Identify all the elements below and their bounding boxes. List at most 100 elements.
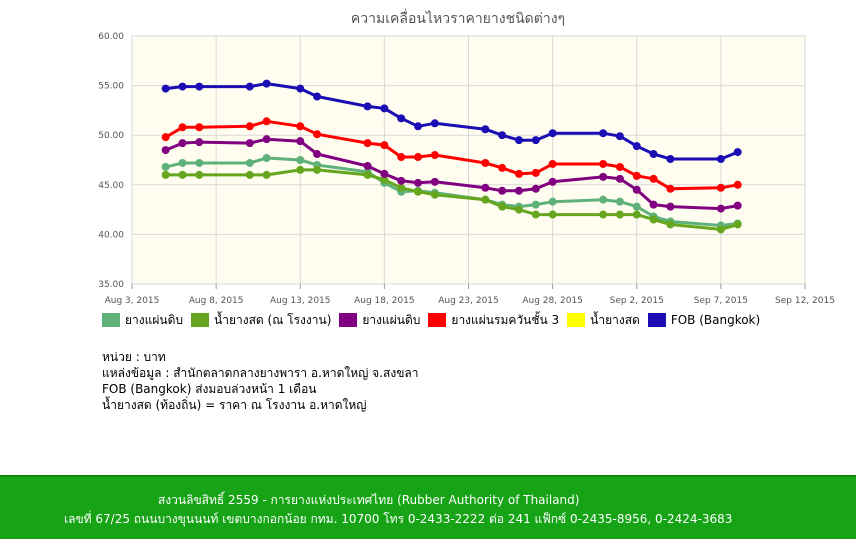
price-chart: ความเคลื่อนไหวราคายางชนิดต่างๆ 35.00 40.0… <box>98 9 835 306</box>
data-point <box>733 148 742 157</box>
data-point <box>161 84 170 93</box>
data-point <box>195 82 204 91</box>
data-point <box>599 210 608 219</box>
legend-swatch <box>102 313 120 327</box>
legend-item-latex[interactable]: น้ำยางสด <box>567 311 640 330</box>
data-point <box>514 205 523 214</box>
data-point <box>632 210 641 219</box>
data-point <box>531 168 540 177</box>
data-point <box>548 129 557 138</box>
data-point <box>296 137 305 146</box>
data-point <box>161 133 170 142</box>
data-point <box>514 136 523 145</box>
legend-label: น้ำยางสด (ณ โรงงาน) <box>214 312 332 327</box>
legend-item-rss3[interactable]: ยางแผ่นรมควันชั้น 3 <box>428 311 559 330</box>
data-point <box>531 184 540 193</box>
data-point <box>531 136 540 145</box>
legend-swatch <box>647 313 666 327</box>
y-tick-label: 60.00 <box>98 32 124 42</box>
data-point <box>296 84 305 93</box>
series-layer <box>161 79 742 234</box>
note-unit: หน่วย : บาท <box>102 350 166 364</box>
data-point <box>296 165 305 174</box>
data-point <box>716 183 725 192</box>
data-point <box>615 197 624 206</box>
data-point <box>161 162 170 171</box>
x-tick-label: Aug 8, 2015 <box>189 296 244 306</box>
data-point <box>296 156 305 164</box>
data-point <box>195 158 204 167</box>
legend: ยางแผ่นดิบ น้ำยางสด (ณ โรงงาน) ยางแผ่นดิ… <box>102 310 768 330</box>
data-point <box>262 79 271 88</box>
data-point <box>363 161 372 170</box>
data-point <box>666 184 675 193</box>
x-tick-label: Aug 23, 2015 <box>438 296 499 306</box>
data-point <box>649 200 658 209</box>
data-point <box>615 132 624 141</box>
data-point <box>245 122 254 131</box>
data-point <box>380 141 389 150</box>
data-point <box>262 154 271 163</box>
legend-item-raw-sheet-2[interactable]: ยางแผ่นดิบ <box>339 311 420 330</box>
y-tick-label: 35.00 <box>98 280 124 290</box>
data-point <box>245 82 254 91</box>
data-point <box>481 125 490 134</box>
data-point <box>498 202 507 211</box>
legend-swatch <box>339 313 358 327</box>
legend-swatch <box>567 313 586 327</box>
y-tick-label: 40.00 <box>98 230 124 240</box>
data-point <box>716 155 725 164</box>
note-source: แหล่งข้อมูล : สำนักตลาดกลางยางพารา อ.หาด… <box>102 366 419 380</box>
legend-label: FOB (Bangkok) <box>670 313 761 327</box>
data-point <box>414 122 423 131</box>
data-point <box>414 153 423 162</box>
data-point <box>397 114 406 123</box>
x-axis-ticks: Aug 3, 2015 Aug 8, 2015 Aug 13, 2015 Aug 18… <box>105 284 835 306</box>
data-point <box>195 170 204 179</box>
legend-label: น้ำยางสด <box>590 312 640 327</box>
data-point <box>430 151 439 160</box>
data-point <box>632 202 641 211</box>
data-point <box>195 123 204 132</box>
data-point <box>245 158 254 167</box>
data-point <box>733 220 742 229</box>
data-point <box>733 201 742 210</box>
data-point <box>716 225 725 234</box>
data-point <box>649 174 658 183</box>
x-tick-label: Aug 28, 2015 <box>522 296 583 306</box>
data-point <box>599 129 608 138</box>
legend-swatch <box>191 313 210 327</box>
data-point <box>481 183 490 192</box>
y-tick-label: 45.00 <box>98 181 124 191</box>
data-point <box>313 150 322 159</box>
x-tick-label: Aug 13, 2015 <box>270 296 331 306</box>
data-point <box>531 200 540 209</box>
data-point <box>161 170 170 179</box>
y-tick-label: 50.00 <box>98 131 124 141</box>
data-point <box>161 146 170 155</box>
legend-swatch <box>428 313 447 327</box>
legend-item-raw-sheet-1[interactable]: ยางแผ่นดิบ <box>102 311 183 330</box>
data-point <box>178 158 187 167</box>
data-point <box>313 130 322 139</box>
data-point <box>599 159 608 168</box>
data-point <box>397 183 406 192</box>
data-point <box>430 177 439 186</box>
footer-address: เลขที่ 67/25 ถนนบางขุนนนท์ เขตบางกอกน้อย… <box>64 512 733 526</box>
x-tick-label: Sep 7, 2015 <box>694 296 748 306</box>
legend-item-latex-factory[interactable]: น้ำยางสด (ณ โรงงาน) <box>191 311 331 330</box>
legend-item-fob[interactable]: FOB (Bangkok) <box>647 313 761 327</box>
data-point <box>262 170 271 179</box>
data-point <box>514 169 523 178</box>
data-point <box>632 171 641 180</box>
data-point <box>397 176 406 185</box>
gridlines <box>131 35 806 285</box>
y-axis-ticks: 35.00 40.00 45.00 50.00 55.00 60.00 <box>98 32 124 290</box>
data-point <box>178 170 187 179</box>
data-point <box>262 117 271 126</box>
data-point <box>363 170 372 179</box>
data-point <box>245 170 254 179</box>
data-point <box>632 185 641 194</box>
data-point <box>414 187 423 196</box>
data-point <box>498 163 507 172</box>
